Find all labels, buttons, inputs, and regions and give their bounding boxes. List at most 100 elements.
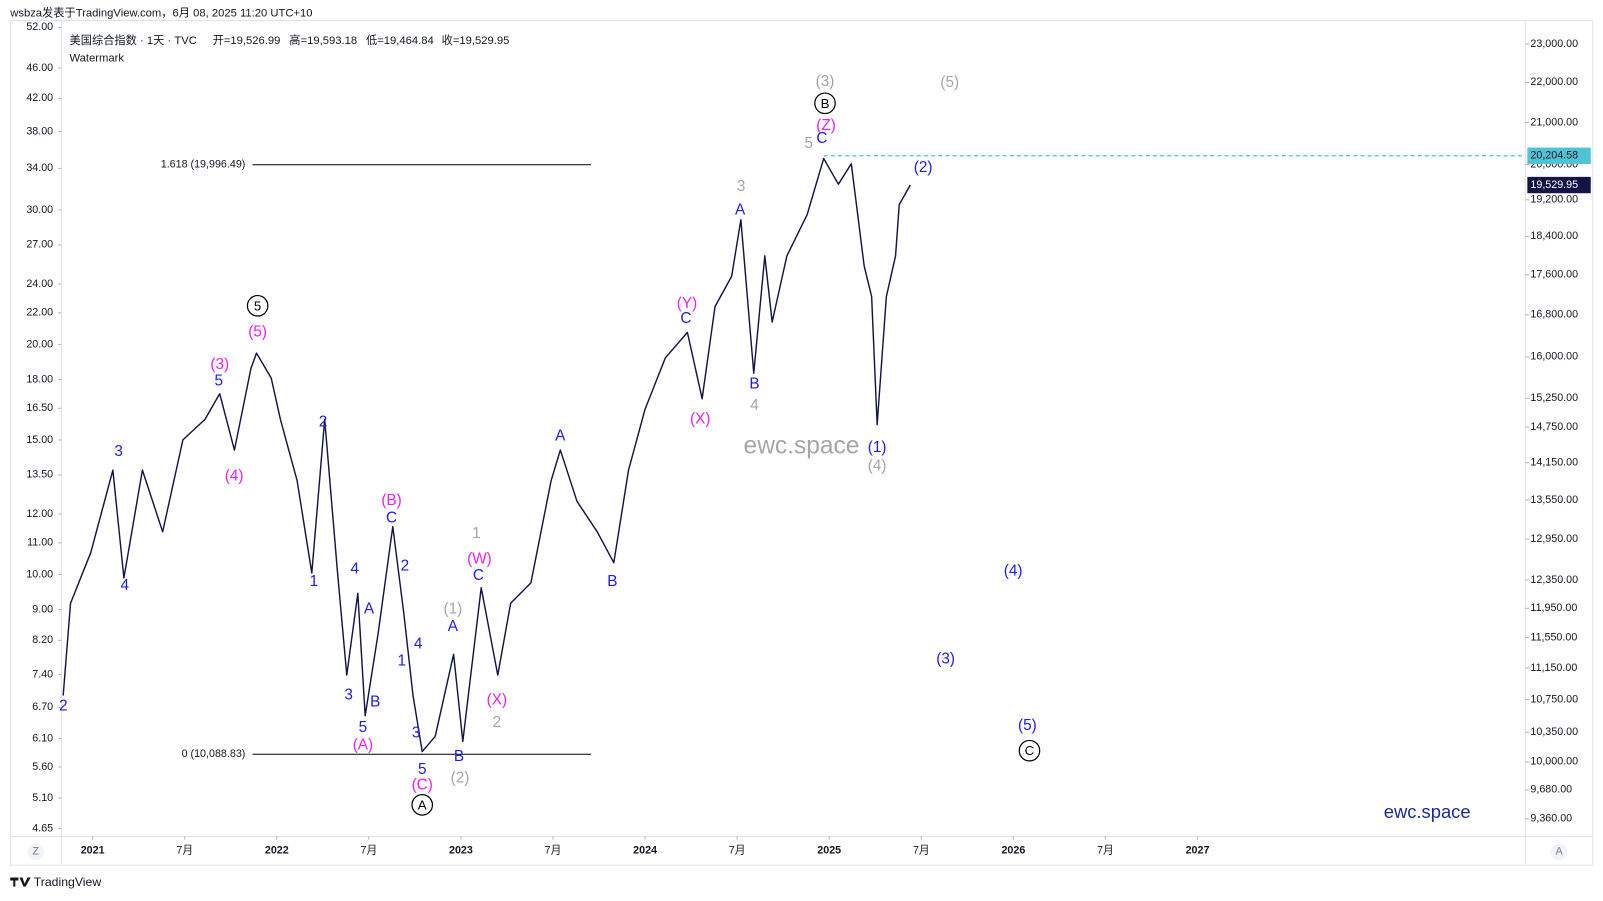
wave-circle bbox=[246, 294, 269, 317]
wave-label: 2 bbox=[319, 413, 328, 430]
y2-tick-label: 10.00 bbox=[26, 568, 53, 580]
x-tick-label: 2027 bbox=[1186, 845, 1210, 857]
ohlc-close: 收=19,529.95 bbox=[442, 33, 510, 47]
wave-label: C bbox=[386, 510, 397, 527]
wave-label: (X) bbox=[487, 692, 507, 709]
wave-label: (1) bbox=[868, 439, 887, 456]
y-tick-label: 19,200.00 bbox=[1530, 194, 1578, 206]
y-tick-label: 11,950.00 bbox=[1530, 602, 1577, 614]
wave-label: B bbox=[821, 96, 830, 111]
symbol-title: 美国综合指数 · 1天 · TVC bbox=[70, 33, 197, 47]
wave-label: (X) bbox=[690, 410, 710, 427]
y-tick-label: 14,750.00 bbox=[1530, 421, 1578, 433]
wave-label: A bbox=[448, 618, 459, 635]
wave-label: (3) bbox=[816, 73, 835, 90]
wave-circle bbox=[1018, 739, 1041, 762]
wave-label: (5) bbox=[248, 323, 267, 340]
wave-label: (5) bbox=[1018, 717, 1037, 734]
wave-label: (4) bbox=[225, 468, 244, 485]
wave-label: 2 bbox=[59, 698, 68, 715]
y-tick-label: 15,250.00 bbox=[1530, 392, 1578, 404]
wave-label: 4 bbox=[120, 577, 129, 594]
y2-tick-label: 4.65 bbox=[32, 822, 53, 834]
wave-circle bbox=[814, 92, 836, 115]
auto-button[interactable]: A bbox=[1550, 843, 1568, 861]
wave-label: A bbox=[418, 797, 427, 812]
zoom-button[interactable]: Z bbox=[27, 843, 44, 861]
wave-label: B bbox=[370, 694, 380, 711]
x-tick-label: 2026 bbox=[1001, 845, 1025, 857]
x-tick-label: 2021 bbox=[81, 845, 105, 857]
y2-tick-label: 11.00 bbox=[27, 537, 53, 549]
y2-tick-label: 38.00 bbox=[26, 125, 53, 137]
y2-tick-label: 22.00 bbox=[26, 307, 53, 319]
price-line bbox=[62, 157, 911, 753]
y2-tick-label: 27.00 bbox=[26, 239, 53, 251]
wave-label: (W) bbox=[467, 550, 492, 567]
brand-logo bbox=[10, 877, 31, 887]
wave-label: 1 bbox=[398, 653, 407, 670]
y-tick-label: 12,350.00 bbox=[1530, 574, 1578, 586]
wave-label: (3) bbox=[936, 651, 955, 668]
wave-label: 4 bbox=[350, 561, 359, 578]
wave-label: A bbox=[735, 202, 746, 219]
y2-tick-label: 12.00 bbox=[26, 508, 53, 520]
wave-label: (4) bbox=[1004, 563, 1023, 580]
x-tick-label: 2024 bbox=[633, 845, 657, 857]
wave-label: (2) bbox=[451, 769, 470, 786]
wave-label: (Z) bbox=[816, 117, 836, 134]
y2-tick-label: 8.20 bbox=[32, 634, 53, 646]
y-tick-label: 9,680.00 bbox=[1530, 784, 1572, 796]
wave-label: C bbox=[473, 567, 484, 584]
y2-tick-label: 20.00 bbox=[26, 338, 53, 350]
wave-label: 3 bbox=[114, 443, 123, 460]
x-tick-label: 2023 bbox=[449, 845, 473, 857]
y-tick-label: 23,000.00 bbox=[1530, 38, 1578, 50]
wave-label: (3) bbox=[210, 356, 229, 373]
y2-tick-label: 30.00 bbox=[26, 204, 53, 216]
wave-label: (2) bbox=[914, 159, 933, 176]
y-tick-label: 10,000.00 bbox=[1530, 756, 1578, 768]
y2-tick-label: 46.00 bbox=[26, 62, 53, 74]
x-tick-label: 2022 bbox=[265, 845, 289, 857]
y2-tick-label: 5.60 bbox=[32, 761, 53, 773]
wave-label: A bbox=[364, 601, 375, 618]
high-price-label: 20,204.58 bbox=[1530, 150, 1578, 162]
button-bg bbox=[1550, 843, 1568, 861]
wave-label: C bbox=[680, 310, 691, 327]
y2-tick-label: 5.10 bbox=[32, 792, 53, 804]
y2-tick-label: 7.40 bbox=[32, 668, 53, 680]
y2-tick-label: 9.00 bbox=[32, 603, 53, 615]
brand-text: TradingView bbox=[34, 875, 102, 889]
last-price-box bbox=[1527, 176, 1591, 194]
wave-label: (5) bbox=[940, 74, 959, 91]
y-tick-label: 16,800.00 bbox=[1530, 309, 1578, 321]
wave-label: 1 bbox=[472, 525, 481, 542]
x-tick-label: 7月 bbox=[729, 845, 746, 857]
brand[interactable]: TradingView bbox=[10, 875, 101, 889]
y2-tick-label: 18.00 bbox=[26, 373, 53, 385]
wave-label: 4 bbox=[750, 397, 759, 414]
y2-tick-label: 15.00 bbox=[26, 434, 53, 446]
y2-tick-label: 52.00 bbox=[26, 21, 53, 33]
wave-label: C bbox=[1025, 743, 1035, 758]
watermark: ewc.space bbox=[744, 432, 860, 459]
fib-label: 1.618 (19,996.49) bbox=[161, 159, 246, 171]
y-tick-label: 18,400.00 bbox=[1530, 230, 1578, 242]
wave-label: 2 bbox=[493, 714, 502, 731]
y2-tick-label: 34.00 bbox=[26, 162, 53, 174]
wave-label: 1 bbox=[310, 573, 319, 590]
wave-label: B bbox=[749, 376, 759, 393]
x-tick-label: 7月 bbox=[913, 845, 930, 857]
wave-label: 5 bbox=[418, 761, 427, 778]
wave-label: 3 bbox=[344, 686, 353, 703]
y2-tick-label: 13.50 bbox=[26, 469, 53, 481]
fib-label: 0 (10,088.83) bbox=[182, 748, 246, 760]
wave-label: C bbox=[816, 130, 827, 147]
x-tick-label: 7月 bbox=[1097, 845, 1114, 857]
credit: wsbza发表于TradingView.com，6月 08, 2025 11:2… bbox=[9, 5, 312, 19]
y-tick-label: 12,950.00 bbox=[1530, 533, 1578, 545]
wave-label: 5 bbox=[215, 373, 224, 390]
ohlc-low: 低=19,464.84 bbox=[366, 34, 434, 47]
y-tick-label: 10,750.00 bbox=[1530, 693, 1578, 705]
